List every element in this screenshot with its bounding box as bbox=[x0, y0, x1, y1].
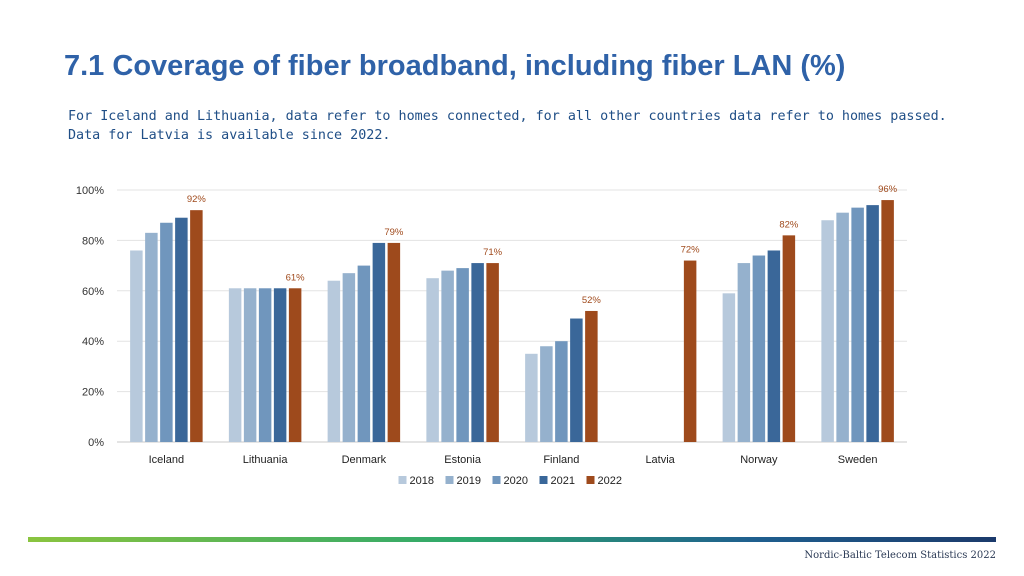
x-tick-label: Iceland bbox=[149, 454, 184, 466]
data-label: 52% bbox=[582, 295, 602, 306]
legend-swatch-2022 bbox=[586, 476, 595, 484]
legend-swatch-2019 bbox=[445, 476, 454, 484]
bar-2022 bbox=[288, 288, 302, 442]
data-label: 82% bbox=[779, 219, 799, 230]
legend-label: 2022 bbox=[598, 475, 622, 487]
bar-2018 bbox=[821, 220, 834, 442]
x-tick-label: Sweden bbox=[838, 454, 878, 466]
bar-2022 bbox=[190, 210, 203, 442]
bar-2019 bbox=[441, 270, 454, 442]
y-tick-label: 0% bbox=[88, 437, 104, 449]
bar-2021 bbox=[570, 318, 583, 442]
bar-2022 bbox=[683, 260, 697, 442]
bar-2019 bbox=[145, 232, 158, 442]
bar-2019 bbox=[540, 346, 553, 442]
bar-2018 bbox=[426, 278, 439, 442]
y-tick-label: 60% bbox=[82, 286, 104, 298]
x-tick-label: Estonia bbox=[444, 454, 482, 466]
bar-2021 bbox=[372, 242, 386, 442]
subtitle-line: For Iceland and Lithuania, data refer to… bbox=[68, 109, 947, 124]
bar-2020 bbox=[752, 255, 766, 442]
bar-2018 bbox=[722, 293, 736, 442]
footer-divider bbox=[28, 537, 996, 542]
legend-swatch-2018 bbox=[398, 476, 407, 484]
x-tick-label: Norway bbox=[740, 454, 778, 466]
bar-2018 bbox=[327, 280, 341, 442]
bar-2018 bbox=[130, 250, 143, 442]
x-tick-label: Finland bbox=[543, 454, 579, 466]
x-tick-label: Latvia bbox=[645, 454, 675, 466]
bar-2022 bbox=[486, 263, 499, 442]
bar-2021 bbox=[767, 250, 781, 442]
bar-2020 bbox=[357, 265, 371, 442]
data-label: 96% bbox=[878, 184, 898, 195]
bar-2019 bbox=[836, 212, 849, 442]
x-tick-label: Lithuania bbox=[243, 454, 289, 466]
bar-2022 bbox=[881, 200, 894, 442]
data-label: 92% bbox=[187, 194, 207, 205]
bar-2020 bbox=[851, 207, 864, 442]
bar-2020 bbox=[456, 268, 469, 442]
data-label: 79% bbox=[384, 227, 404, 238]
bar-2019 bbox=[737, 263, 751, 442]
bar-2019 bbox=[243, 288, 257, 442]
data-label: 71% bbox=[483, 247, 503, 258]
bar-2018 bbox=[525, 353, 538, 442]
y-tick-label: 20% bbox=[82, 387, 104, 399]
bar-2022 bbox=[782, 235, 796, 442]
bar-2022 bbox=[387, 242, 401, 442]
footer-source: Nordic-Baltic Telecom Statistics 2022 bbox=[804, 550, 996, 561]
bar-2021 bbox=[471, 263, 484, 442]
bar-2018 bbox=[228, 288, 242, 442]
legend-swatch-2021 bbox=[539, 476, 548, 484]
bar-2021 bbox=[866, 205, 879, 442]
legend-swatch-2020 bbox=[492, 476, 501, 484]
data-label: 72% bbox=[681, 245, 701, 256]
x-tick-label: Denmark bbox=[342, 454, 387, 466]
legend-label: 2019 bbox=[457, 475, 481, 487]
bar-2020 bbox=[258, 288, 272, 442]
bar-2020 bbox=[160, 222, 173, 442]
legend-label: 2020 bbox=[504, 475, 528, 487]
y-tick-label: 40% bbox=[82, 336, 104, 348]
legend-label: 2021 bbox=[551, 475, 575, 487]
chart-subtitle: For Iceland and Lithuania, data refer to… bbox=[68, 107, 948, 145]
data-label: 61% bbox=[286, 272, 306, 283]
bar-2022 bbox=[585, 310, 598, 442]
bar-2020 bbox=[555, 341, 568, 442]
bar-2019 bbox=[342, 273, 356, 442]
page-title: 7.1 Coverage of fiber broadband, includi… bbox=[64, 50, 846, 82]
bar-2021 bbox=[175, 217, 188, 442]
legend-label: 2018 bbox=[410, 475, 434, 487]
y-tick-label: 100% bbox=[76, 185, 104, 197]
bar-2021 bbox=[273, 288, 287, 442]
subtitle-line: Data for Latvia is available since 2022. bbox=[68, 128, 391, 143]
y-tick-label: 80% bbox=[82, 235, 104, 247]
